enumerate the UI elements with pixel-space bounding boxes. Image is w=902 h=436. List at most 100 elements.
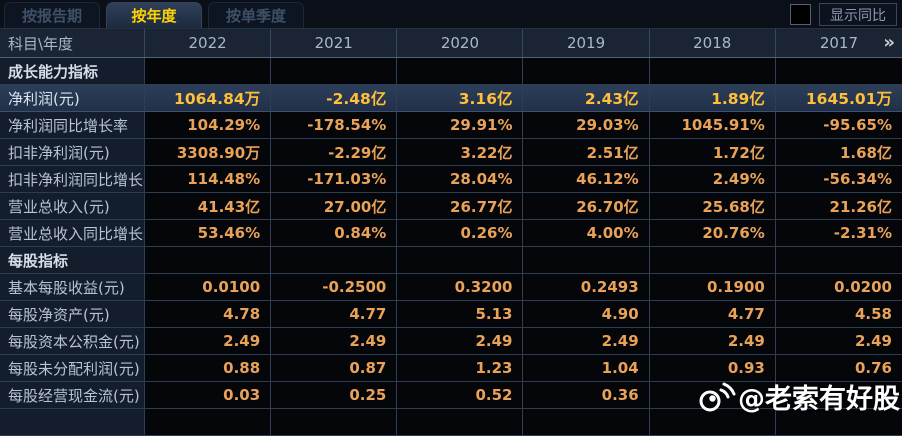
corner-header: 科目\年度 [0,29,145,57]
cell-value: 0.25 [271,382,398,409]
tab-report-period[interactable]: 按报告期 [4,2,100,28]
row-label: 每股净资产(元) [0,301,145,328]
year-label: 2020 [440,34,479,52]
cell-value: 0.3200 [397,274,524,301]
cell-value: 0.0100 [145,274,272,301]
cell-value: 4.78 [145,301,272,328]
cell-value: -178.54% [271,112,398,139]
cell-value [775,247,902,274]
cell-value [775,58,902,85]
cell-value: -2.29亿 [271,139,398,166]
table-row[interactable]: 每股资本公积金(元) 2.49 2.49 2.49 2.49 2.49 2.49 [0,328,902,355]
cell-value: 25.68亿 [649,193,776,220]
table-row[interactable]: 营业总收入同比增长率 53.46% 0.84% 0.26% 4.00% 20.76% -2.… [0,220,902,247]
cell-value [649,58,776,85]
cell-value: 28.04% [397,166,524,193]
cell-value: 0.26% [397,220,524,247]
row-label: 扣非净利润(元) [0,139,145,166]
cell-value: 21.26亿 [775,193,902,220]
table-row[interactable]: 净利润(元) 1064.84万 -2.48亿 3.16亿 2.43亿 1.89亿 1645.… [0,85,902,112]
cell-value: -171.03% [271,166,398,193]
row-label: 营业总收入(元) [0,193,145,220]
cell-value: 53.46% [145,220,272,247]
cell-value: 1045.91% [649,112,776,139]
cell-value: 1645.01万 [775,85,902,112]
cell-value: 1.89亿 [649,85,776,112]
cell-value: 0.03 [145,382,272,409]
cell-value: 3308.90万 [145,139,272,166]
cropped-row [0,409,902,436]
table-row[interactable]: 每股净资产(元) 4.78 4.77 5.13 4.90 4.77 4.58 [0,301,902,328]
cell-value: 0.1900 [649,274,776,301]
table-header-row: 科目\年度 2022 2021 2020 2019 2018 2017 » [0,28,902,58]
cell-value: 27.00亿 [271,193,398,220]
table-row[interactable]: 基本每股收益(元) 0.0100 -0.2500 0.3200 0.2493 0.1900… [0,274,902,301]
cell-value: 4.00% [523,220,650,247]
show-yoy-label[interactable]: 显示同比 [819,3,897,26]
cell-value: 0.88 [145,355,272,382]
cell-value [271,58,398,85]
cell-value: 29.91% [397,112,524,139]
cell-value: 1.04 [523,355,650,382]
cell-value: -2.48亿 [271,85,398,112]
cell-value [397,409,524,436]
header-controls: 显示同比 [790,3,897,26]
tab-annual[interactable]: 按年度 [106,2,202,28]
cell-value: 104.29% [145,112,272,139]
cell-value: 26.70亿 [523,193,650,220]
cell-value [649,247,776,274]
cell-value [775,382,902,409]
row-label: 每股指标 [0,247,145,274]
cell-value: 2.49 [523,328,650,355]
year-label: 2018 [693,34,732,52]
table-row[interactable]: 扣非净利润同比增长率 114.48% -171.03% 28.04% 46.12% 2.4… [0,166,902,193]
year-label: 2019 [566,34,606,52]
year-header: 2021 [271,29,398,57]
table-row[interactable]: 每股未分配利润(元) 0.88 0.87 1.23 1.04 0.93 0.76 [0,355,902,382]
cell-value [145,247,272,274]
cell-value: 46.12% [523,166,650,193]
cell-value: 4.77 [271,301,398,328]
row-label: 每股未分配利润(元) [0,355,145,382]
table-row[interactable]: 营业总收入(元) 41.43亿 27.00亿 26.77亿 26.70亿 25.68亿 21… [0,193,902,220]
cell-value: 2.49 [775,328,902,355]
more-years-icon[interactable]: » [883,32,895,53]
year-header: 2018 [650,29,776,57]
cell-value: 0.2493 [523,274,650,301]
cell-value: 4.58 [775,301,902,328]
year-label: 2022 [188,34,227,52]
row-label: 净利润(元) [0,85,145,112]
row-label: 营业总收入同比增长率 [0,220,145,247]
cell-value: 0.0200 [775,274,902,301]
year-label: 2017 [819,34,858,52]
cell-value: 2.49% [649,166,776,193]
table-row[interactable]: 扣非净利润(元) 3308.90万 -2.29亿 3.22亿 2.51亿 1.72亿 1.6… [0,139,902,166]
cell-value: 0.93 [649,355,776,382]
cell-value [523,409,650,436]
cell-value [649,409,776,436]
row-label [0,409,145,436]
cell-value [775,409,902,436]
year-label: 2021 [314,34,353,52]
cell-value: -2.31% [775,220,902,247]
cell-value [145,409,272,436]
row-label: 每股经营现金流(元) [0,382,145,409]
show-yoy-checkbox[interactable] [790,4,811,25]
row-label: 基本每股收益(元) [0,274,145,301]
table-row[interactable]: 每股经营现金流(元) 0.03 0.25 0.52 0.36 [0,382,902,409]
tab-single-quarter[interactable]: 按单季度 [208,2,304,28]
cell-value: 3.22亿 [397,139,524,166]
cell-value: 20.76% [649,220,776,247]
cell-value [397,58,524,85]
cell-value: 29.03% [523,112,650,139]
row-label: 每股资本公积金(元) [0,328,145,355]
cell-value: 2.49 [649,328,776,355]
section-row: 成长能力指标 [0,58,902,85]
cell-value [397,247,524,274]
cell-value [523,247,650,274]
cell-value: 2.49 [271,328,398,355]
cell-value [271,247,398,274]
table-row[interactable]: 净利润同比增长率 104.29% -178.54% 29.91% 29.03% 1045.… [0,112,902,139]
cell-value: 0.76 [775,355,902,382]
cell-value: 2.49 [397,328,524,355]
